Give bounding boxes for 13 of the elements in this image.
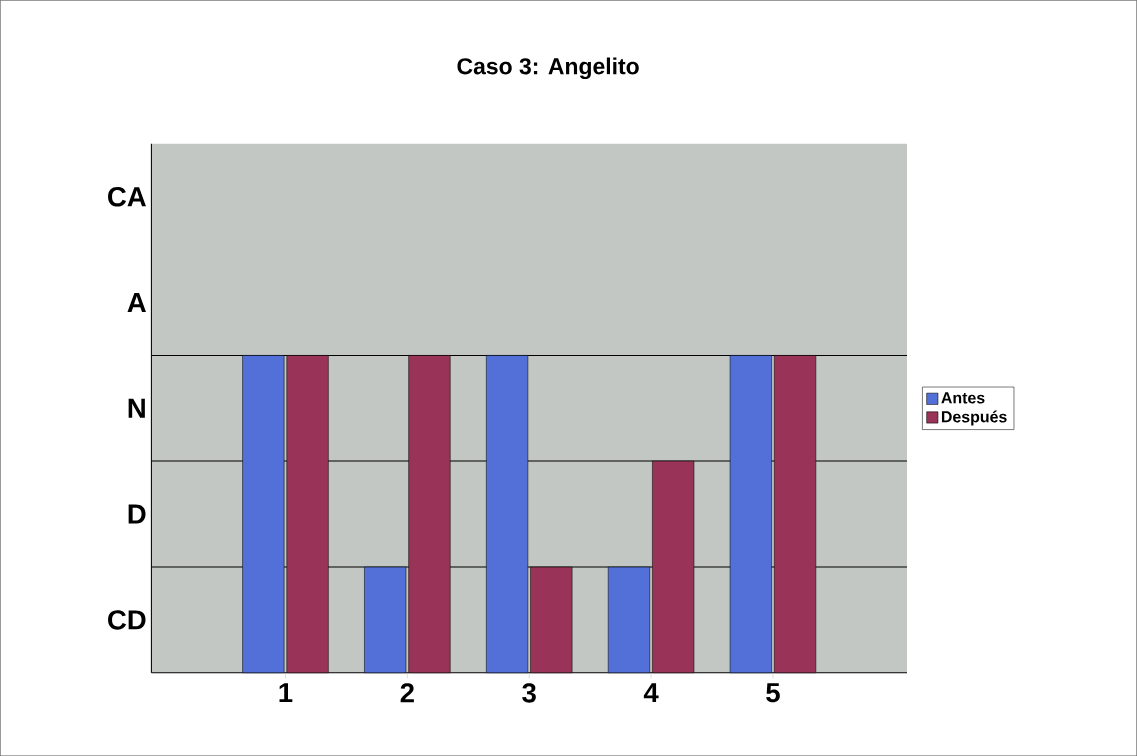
x-tick-label: 2	[400, 683, 414, 703]
text: D	[128, 504, 146, 524]
legend-label: Después	[941, 410, 1007, 426]
x-tick-label: 5	[766, 683, 780, 703]
text: N	[128, 398, 145, 418]
legend-label: Antes	[941, 392, 985, 404]
x-tick-label: 1	[279, 683, 293, 702]
text: A	[127, 292, 146, 312]
chart-title: Caso 3: Angelito	[457, 57, 639, 79]
text: CD	[108, 610, 146, 630]
x-tick-label: 3	[522, 683, 536, 703]
x-tick-label: 4	[643, 683, 659, 702]
text: CA	[108, 186, 146, 207]
